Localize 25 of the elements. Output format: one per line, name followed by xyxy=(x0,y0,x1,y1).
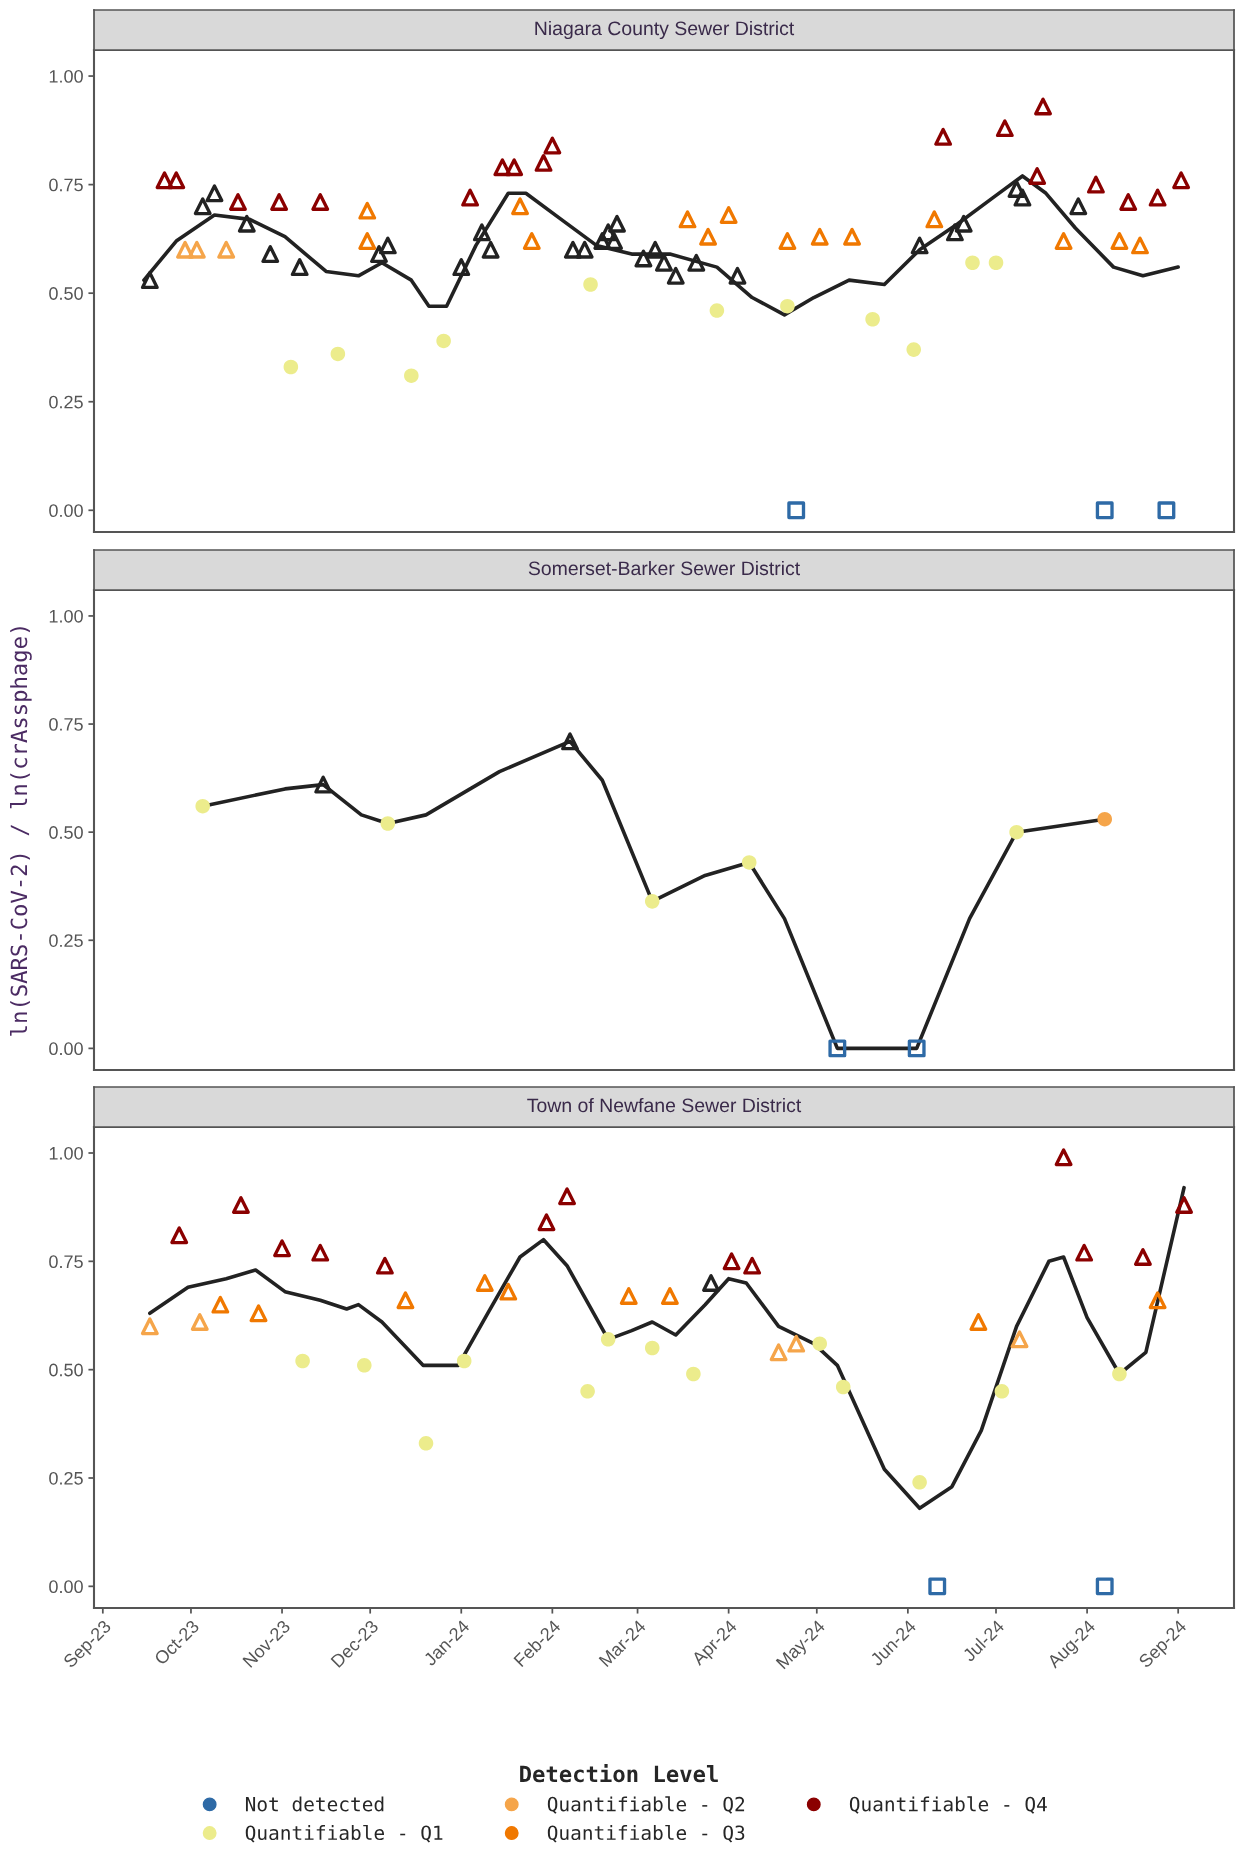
legend-label: Quantifiable - Q3 xyxy=(547,1824,745,1843)
y-tick-label: 1.00 xyxy=(49,1146,83,1160)
y-tick-label: 0.25 xyxy=(49,1471,83,1485)
y-tick-label: 0.25 xyxy=(49,934,83,947)
y-tick-label: 0.50 xyxy=(49,1363,83,1377)
legend-label: Quantifiable - Q1 xyxy=(245,1824,443,1843)
y-tick-label: 0.25 xyxy=(49,395,83,409)
legend-label: Quantifiable - Q2 xyxy=(547,1796,745,1814)
y-tick-label: 0.50 xyxy=(49,826,83,839)
y-tick-label: 0.00 xyxy=(49,504,83,518)
chart-title: Town of Newfane Sewer District xyxy=(527,1097,802,1113)
y-tick-label: 0.50 xyxy=(49,287,83,300)
chart-title: Niagara County Sewer District xyxy=(535,20,795,40)
legend-label: Quantifiable - Q4 xyxy=(849,1796,1047,1814)
y-tick-label: 0.00 xyxy=(49,1580,83,1594)
legend-title: Detection Level xyxy=(520,1763,718,1783)
y-tick-label: 0.75 xyxy=(49,717,83,731)
y-tick-label: 0.75 xyxy=(49,1255,83,1269)
y-tick-label: 1.00 xyxy=(49,609,83,623)
chart-title: Somerset-Barker Sewer District xyxy=(528,560,800,576)
y-tick-label: 0.00 xyxy=(49,1042,83,1056)
y-axis-title: ln(SARS-CoV-2) / ln(crAssphage) xyxy=(10,627,32,1036)
y-tick-label: 0.75 xyxy=(49,178,83,192)
y-tick-label: 1.00 xyxy=(49,69,83,83)
legend-label: Not detected xyxy=(245,1796,384,1812)
